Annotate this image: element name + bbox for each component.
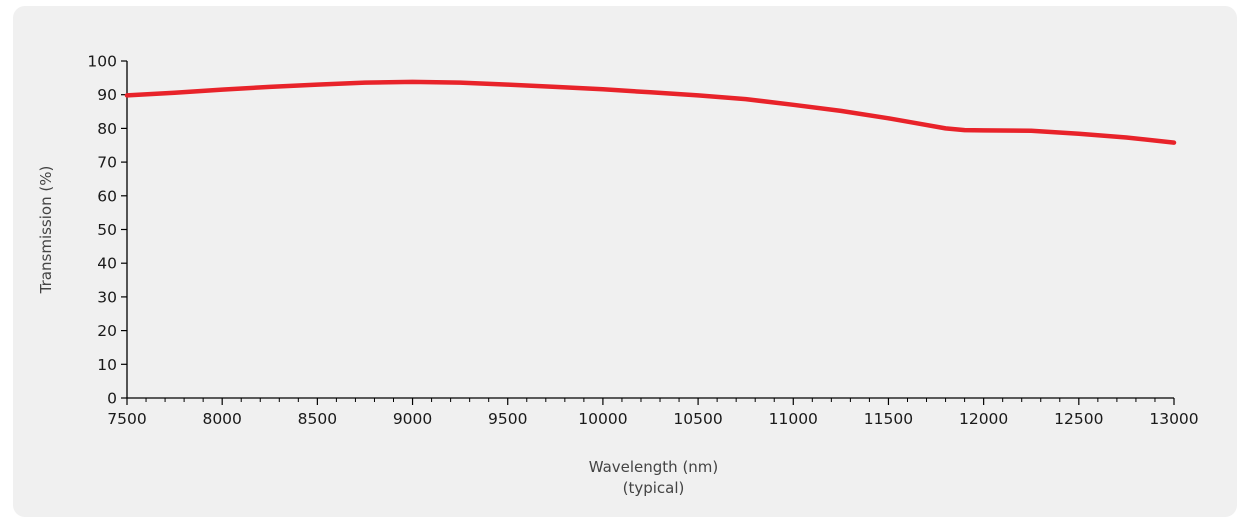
x-axis-subtitle: (typical) (623, 479, 685, 497)
x-tick-label: 12000 (959, 410, 1008, 428)
x-tick-label: 8500 (298, 410, 337, 428)
x-axis: 7500 8000 8500 9000 9500 10000 10500 11000 11500… (107, 397, 1199, 428)
x-tick-label: 10500 (673, 410, 722, 428)
series-line (124, 79, 1177, 145)
y-tick-label: 100 (87, 53, 117, 71)
y-tick-label: 30 (97, 288, 117, 306)
y-tick-label: 80 (97, 120, 117, 138)
y-tick-label: 40 (97, 255, 117, 273)
x-tick-label: 7500 (107, 410, 146, 428)
x-tick-label: 9000 (393, 410, 432, 428)
x-tick-label: 11000 (769, 410, 818, 428)
x-axis-title: Wavelength (nm) (589, 458, 719, 476)
y-tick-label: 70 (97, 154, 117, 172)
y-tick-label: 50 (97, 221, 117, 239)
y-tick-label: 60 (97, 187, 117, 205)
y-axis: 0 10 20 30 40 50 60 70 80 90 100 (87, 53, 128, 408)
x-tick-label: 13000 (1149, 410, 1198, 428)
y-tick-label: 90 (97, 86, 117, 104)
x-tick-label: 11500 (864, 410, 913, 428)
y-tick-label: 0 (107, 390, 117, 408)
x-tick-label: 8000 (202, 410, 241, 428)
x-tick-label: 9500 (488, 410, 527, 428)
y-axis-title: Transmission (%) (37, 166, 55, 295)
x-tick-label: 12500 (1054, 410, 1103, 428)
y-tick-label: 10 (97, 356, 117, 374)
x-tick-label: 10000 (578, 410, 627, 428)
y-tick-label: 20 (97, 322, 117, 340)
series-group (124, 79, 1177, 145)
